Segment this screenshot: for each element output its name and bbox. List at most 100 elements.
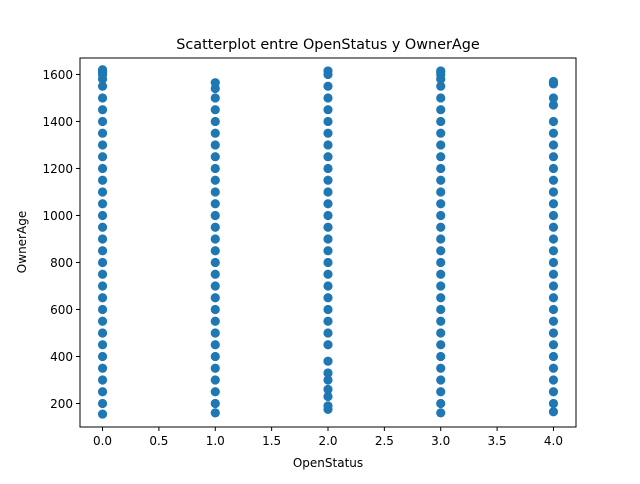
data-point xyxy=(97,93,108,103)
data-point xyxy=(97,116,108,127)
x-tick-label: 0.5 xyxy=(149,434,168,448)
data-point xyxy=(97,152,108,162)
data-point xyxy=(323,140,333,150)
y-tick-label: 1400 xyxy=(42,115,73,129)
data-point xyxy=(436,140,446,150)
data-point xyxy=(210,140,220,150)
data-point xyxy=(97,187,108,197)
y-tick-label: 1000 xyxy=(42,209,73,223)
data-point xyxy=(97,304,108,315)
data-point xyxy=(323,384,333,394)
data-point xyxy=(323,391,333,402)
data-point xyxy=(548,387,559,397)
data-point xyxy=(97,163,108,174)
data-point xyxy=(436,128,446,138)
data-point xyxy=(323,316,333,326)
data-point xyxy=(323,210,333,221)
data-point xyxy=(97,175,108,185)
data-point xyxy=(436,304,446,315)
data-point xyxy=(436,257,446,268)
data-point xyxy=(97,398,108,409)
data-point xyxy=(323,340,333,350)
data-point xyxy=(210,316,220,326)
data-point xyxy=(548,363,559,373)
data-point xyxy=(97,257,108,268)
data-point xyxy=(210,105,220,115)
data-point xyxy=(323,81,333,91)
data-point xyxy=(436,363,446,373)
data-point xyxy=(210,304,220,315)
data-point xyxy=(436,408,446,418)
y-axis: 200 400 600 800 1000 1200 1400 1600 xyxy=(42,68,80,411)
data-point xyxy=(548,210,559,221)
data-point xyxy=(97,375,108,385)
x-tick-label: 1.5 xyxy=(262,434,281,448)
data-point xyxy=(97,234,108,244)
data-point xyxy=(97,140,108,150)
x-tick-label: 1.0 xyxy=(206,434,225,448)
data-point xyxy=(210,375,220,385)
data-point xyxy=(323,401,333,411)
data-point xyxy=(97,65,108,75)
data-point xyxy=(436,175,446,185)
data-point xyxy=(323,246,333,256)
data-point xyxy=(323,66,333,76)
data-point xyxy=(323,257,333,268)
data-point xyxy=(323,93,333,103)
data-point xyxy=(210,269,220,279)
data-point xyxy=(548,398,559,409)
data-point xyxy=(97,316,108,326)
x-tick-label: 3.0 xyxy=(431,434,450,448)
data-point xyxy=(548,407,559,417)
data-point xyxy=(323,293,333,303)
data-point xyxy=(323,304,333,315)
data-point xyxy=(97,246,108,256)
data-point xyxy=(548,304,559,315)
data-point xyxy=(436,187,446,197)
data-point xyxy=(548,76,559,87)
data-point xyxy=(210,408,220,418)
y-axis-label: OwnerAge xyxy=(15,211,29,273)
data-point xyxy=(210,234,220,244)
data-point xyxy=(210,246,220,256)
data-point xyxy=(548,375,559,385)
data-point xyxy=(97,387,108,397)
data-point xyxy=(548,116,559,127)
data-point xyxy=(548,340,559,350)
data-point xyxy=(210,187,220,197)
data-point xyxy=(436,234,446,244)
data-point xyxy=(323,281,333,291)
data-point xyxy=(436,93,446,103)
data-point xyxy=(210,328,220,338)
data-point xyxy=(548,175,559,185)
data-point xyxy=(548,163,559,174)
data-point xyxy=(548,328,559,338)
data-point xyxy=(323,175,333,185)
data-point xyxy=(436,246,446,256)
data-point xyxy=(548,257,559,268)
y-tick-label: 200 xyxy=(50,397,73,411)
data-point xyxy=(210,78,220,88)
data-point xyxy=(210,163,220,174)
x-tick-label: 0.0 xyxy=(93,434,112,448)
data-point xyxy=(97,105,108,115)
data-point xyxy=(436,163,446,174)
x-tick-label: 2.5 xyxy=(375,434,394,448)
data-point xyxy=(97,199,108,209)
data-point xyxy=(210,116,220,127)
data-point xyxy=(210,340,220,350)
data-point xyxy=(436,210,446,221)
data-point xyxy=(548,152,559,162)
data-point xyxy=(436,66,446,76)
y-tick-label: 1600 xyxy=(42,68,73,82)
data-point xyxy=(436,387,446,397)
x-axis-label: OpenStatus xyxy=(293,456,363,470)
x-tick-label: 2.0 xyxy=(318,434,337,448)
data-point xyxy=(210,93,220,103)
data-point xyxy=(548,187,559,197)
data-point xyxy=(548,293,559,303)
y-tick-label: 800 xyxy=(50,256,73,270)
data-point xyxy=(436,222,446,232)
data-point xyxy=(210,128,220,138)
